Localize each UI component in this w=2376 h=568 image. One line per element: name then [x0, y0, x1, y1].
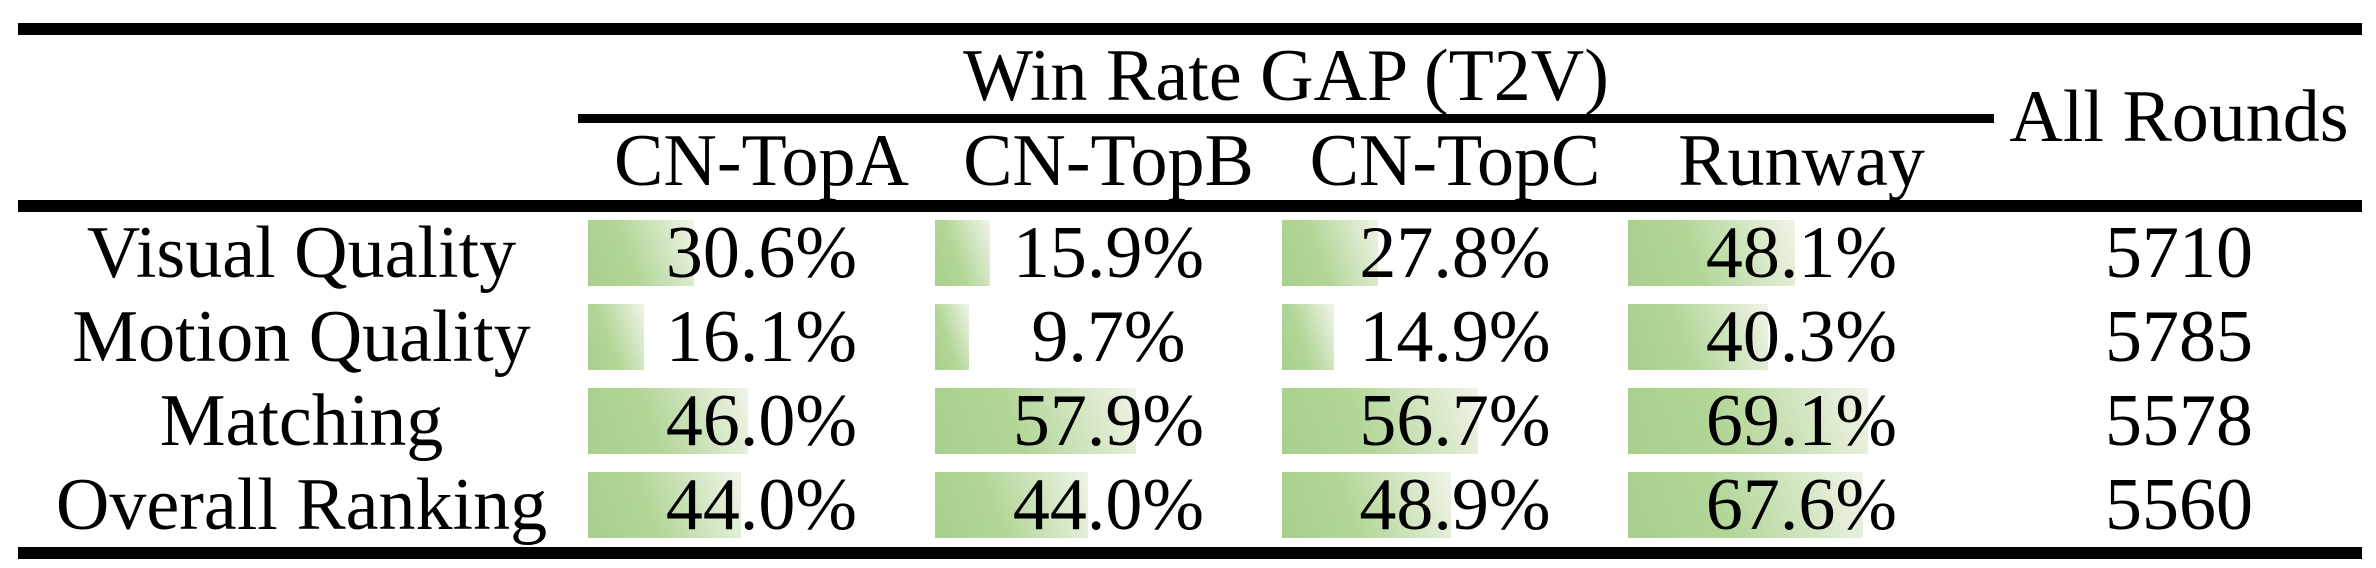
- win-rate-cell: 48.9%: [1282, 463, 1628, 547]
- table-row-motion-quality: Motion Quality 16.1% 9.7% 14.9% 40.3% 57…: [0, 295, 2376, 379]
- win-rate-bar: [1282, 220, 1379, 286]
- win-rate-bar: [588, 220, 695, 286]
- group-span-rule: [578, 114, 1994, 123]
- column-header-cn-topb: CN-TopB: [963, 120, 1254, 202]
- win-rate-cell: 30.6%: [588, 211, 935, 295]
- win-rate-bar: [935, 304, 969, 370]
- win-rate-cell: 14.9%: [1282, 295, 1628, 379]
- win-rate-cell: 15.9%: [935, 211, 1282, 295]
- win-rate-bar: [588, 304, 644, 370]
- column-header-runway: Runway: [1678, 120, 1925, 202]
- win-rate-value: 44.0%: [1012, 464, 1205, 546]
- win-rate-bar: [1628, 220, 1795, 286]
- row-label: Visual Quality: [86, 212, 517, 294]
- row-label: Matching: [159, 380, 444, 462]
- win-rate-cell: 48.1%: [1628, 211, 1975, 295]
- all-rounds-value: 5710: [2105, 212, 2253, 294]
- win-rate-cell: 27.8%: [1282, 211, 1628, 295]
- column-header-cn-topc: CN-TopC: [1309, 120, 1601, 202]
- win-rate-value: 15.9%: [1012, 212, 1205, 294]
- win-rate-cell: 56.7%: [1282, 379, 1628, 463]
- win-rate-cell: 46.0%: [588, 379, 935, 463]
- win-rate-cell: 44.0%: [935, 463, 1282, 547]
- win-rate-value: 48.1%: [1705, 212, 1898, 294]
- win-rate-value: 46.0%: [665, 380, 858, 462]
- win-rate-value: 57.9%: [1012, 380, 1205, 462]
- win-rate-bar: [1628, 472, 1863, 538]
- win-rate-value: 48.9%: [1359, 464, 1551, 546]
- row-label: Motion Quality: [72, 296, 531, 378]
- win-rate-bar: [1628, 304, 1768, 370]
- win-rate-bar: [588, 388, 748, 454]
- win-rate-value: 44.0%: [665, 464, 858, 546]
- table-body: Visual Quality 30.6% 15.9% 27.8% 48.1% 5…: [0, 211, 2376, 547]
- win-rate-value: 67.6%: [1705, 464, 1898, 546]
- group-header-title: Win Rate GAP (T2V): [963, 35, 1609, 117]
- win-rate-bar: [935, 220, 991, 286]
- win-rate-cell: 44.0%: [588, 463, 935, 547]
- table-row-overall-ranking: Overall Ranking 44.0% 44.0% 48.9% 67.6% …: [0, 463, 2376, 547]
- column-header-cn-topa: CN-TopA: [614, 120, 909, 202]
- win-rate-cell: 69.1%: [1628, 379, 1975, 463]
- win-rate-value: 30.6%: [665, 212, 858, 294]
- win-rate-value: 14.9%: [1359, 296, 1551, 378]
- win-rate-bar: [1282, 472, 1452, 538]
- win-rate-bar: [1282, 304, 1334, 370]
- win-rate-bar: [1282, 388, 1479, 454]
- all-rounds-value: 5560: [2105, 464, 2253, 546]
- win-rate-value: 16.1%: [665, 296, 858, 378]
- win-rate-cell: 40.3%: [1628, 295, 1975, 379]
- win-rate-cell: 67.6%: [1628, 463, 1975, 547]
- row-label: Overall Ranking: [55, 464, 548, 546]
- win-rate-value: 9.7%: [1031, 296, 1186, 378]
- bottom-border-rule: [18, 547, 2362, 559]
- table-row-visual-quality: Visual Quality 30.6% 15.9% 27.8% 48.1% 5…: [0, 211, 2376, 295]
- win-rate-bar: [935, 472, 1088, 538]
- top-border-rule: [18, 23, 2362, 35]
- win-rate-bar: [1628, 388, 1868, 454]
- win-rate-value: 56.7%: [1359, 380, 1551, 462]
- win-rate-cell: 57.9%: [935, 379, 1282, 463]
- win-rate-bar: [588, 472, 741, 538]
- all-rounds-value: 5578: [2105, 380, 2253, 462]
- win-rate-bar: [935, 388, 1136, 454]
- all-rounds-column-header: All Rounds: [2009, 76, 2349, 158]
- win-rate-cell: 16.1%: [588, 295, 935, 379]
- header-divider-rule: [18, 200, 2362, 212]
- win-rate-cell: 9.7%: [935, 295, 1282, 379]
- table-row-matching: Matching 46.0% 57.9% 56.7% 69.1% 5578: [0, 379, 2376, 463]
- win-rate-value: 40.3%: [1705, 296, 1898, 378]
- win-rate-value: 27.8%: [1359, 212, 1551, 294]
- win-rate-value: 69.1%: [1705, 380, 1898, 462]
- all-rounds-value: 5785: [2105, 296, 2253, 378]
